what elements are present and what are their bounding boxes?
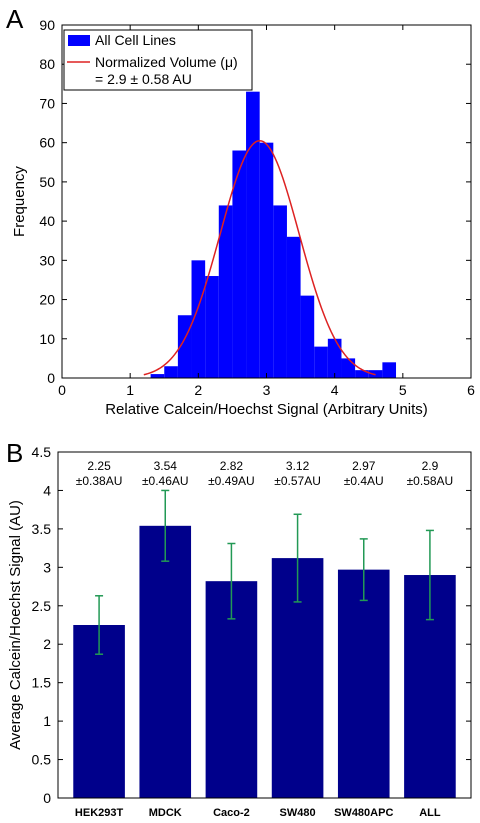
- x-tick-label: 5: [399, 382, 407, 398]
- histogram-bar: [205, 276, 219, 378]
- x-tick-label: 3: [263, 382, 271, 398]
- y-tick-label: 1.5: [32, 675, 52, 691]
- y-axis-label: Frequency: [11, 166, 28, 237]
- data-label-error: ±0.57AU: [274, 474, 321, 488]
- y-tick-label: 30: [39, 252, 55, 268]
- y-axis-label-b: Average Calcein/Hoechst Signal (AU): [7, 500, 24, 750]
- y-tick-label: 4.5: [32, 444, 52, 460]
- histogram-bar: [232, 150, 247, 378]
- plot-frame-b: [57, 451, 472, 799]
- histogram-bar: [314, 346, 328, 378]
- y-tick-label: 1: [43, 713, 51, 729]
- y-tick-label: 80: [39, 56, 55, 72]
- y-tick-label: 4: [43, 482, 51, 498]
- x-tick-label: 6: [467, 382, 475, 398]
- data-label-value: 2.25: [87, 459, 111, 473]
- data-label-value: 3.54: [154, 459, 178, 473]
- histogram-bar: [164, 366, 178, 378]
- x-tick-label: 4: [331, 382, 339, 398]
- y-tick-label: 3.5: [32, 521, 52, 537]
- data-label-error: ±0.46AU: [142, 474, 189, 488]
- category-label: MDCK: [149, 807, 182, 819]
- category-label: Caco-2: [213, 807, 250, 819]
- legend-swatch-bars: [68, 35, 90, 46]
- y-tick-label: 0: [47, 370, 55, 386]
- y-tick-label: 70: [39, 95, 55, 111]
- y-tick-label: 50: [39, 174, 55, 190]
- histogram-bar: [341, 358, 356, 378]
- histogram-bar: [273, 205, 287, 378]
- y-tick-label: 60: [39, 135, 55, 151]
- data-label-value: 3.12: [286, 459, 310, 473]
- histogram-bar: [150, 374, 165, 378]
- histogram-bar: [218, 205, 233, 378]
- legend-entry-bars: All Cell Lines: [95, 32, 176, 48]
- histogram-bar: [246, 91, 260, 378]
- data-label-error: ±0.58AU: [407, 474, 454, 488]
- histogram-bar: [382, 362, 397, 378]
- x-tick-label: 1: [126, 382, 134, 398]
- data-label-value: 2.82: [220, 459, 244, 473]
- legend: All Cell Lines Normalized Volume (μ) = 2…: [63, 29, 253, 91]
- bar-sw480apc: [337, 569, 390, 798]
- y-tick-label: 20: [39, 292, 55, 308]
- x-tick-label: 2: [194, 382, 202, 398]
- category-label: ALL: [419, 807, 441, 819]
- legend-entry-stats: = 2.9 ± 0.58 AU: [95, 71, 192, 87]
- normal-fit-curve: [143, 139, 376, 376]
- data-label-error: ±0.49AU: [208, 474, 255, 488]
- bar-chart-panel: B 00.511.522.533.544.5 2.25±0.38AU3.54±0…: [6, 438, 472, 819]
- y-tick-label: 2.5: [32, 598, 52, 614]
- y-tick-label: 90: [39, 17, 55, 33]
- y-tick-label: 0: [43, 790, 51, 806]
- y-tick-label: 40: [39, 213, 55, 229]
- category-label: SW480: [280, 807, 316, 819]
- legend-frame: [63, 29, 253, 91]
- y-tick-label: 2: [43, 636, 51, 652]
- panel-label-a: A: [6, 4, 24, 34]
- histogram-bar: [355, 370, 369, 378]
- legend-entry-curve: Normalized Volume (μ): [95, 54, 238, 70]
- x-axis-label: Relative Calcein/Hoechst Signal (Arbitra…: [105, 401, 428, 418]
- y-tick-label: 0.5: [32, 752, 52, 768]
- histogram-bar: [327, 338, 342, 378]
- y-tick-label: 3: [43, 559, 51, 575]
- data-label-error: ±0.38AU: [76, 474, 123, 488]
- histogram-bar: [300, 295, 315, 378]
- category-label: SW480APC: [334, 807, 393, 819]
- data-label-value: 2.97: [352, 459, 376, 473]
- histogram-bar: [259, 142, 274, 378]
- data-label-error: ±0.4AU: [344, 474, 384, 488]
- histogram-bar: [286, 236, 301, 378]
- x-tick-label: 0: [58, 382, 66, 398]
- histogram-bar: [191, 260, 206, 378]
- data-label-value: 2.9: [422, 459, 439, 473]
- bar-mdck: [139, 525, 192, 798]
- y-tick-label: 10: [39, 331, 55, 347]
- panel-label-b: B: [6, 438, 23, 468]
- category-label: HEK293T: [75, 807, 124, 819]
